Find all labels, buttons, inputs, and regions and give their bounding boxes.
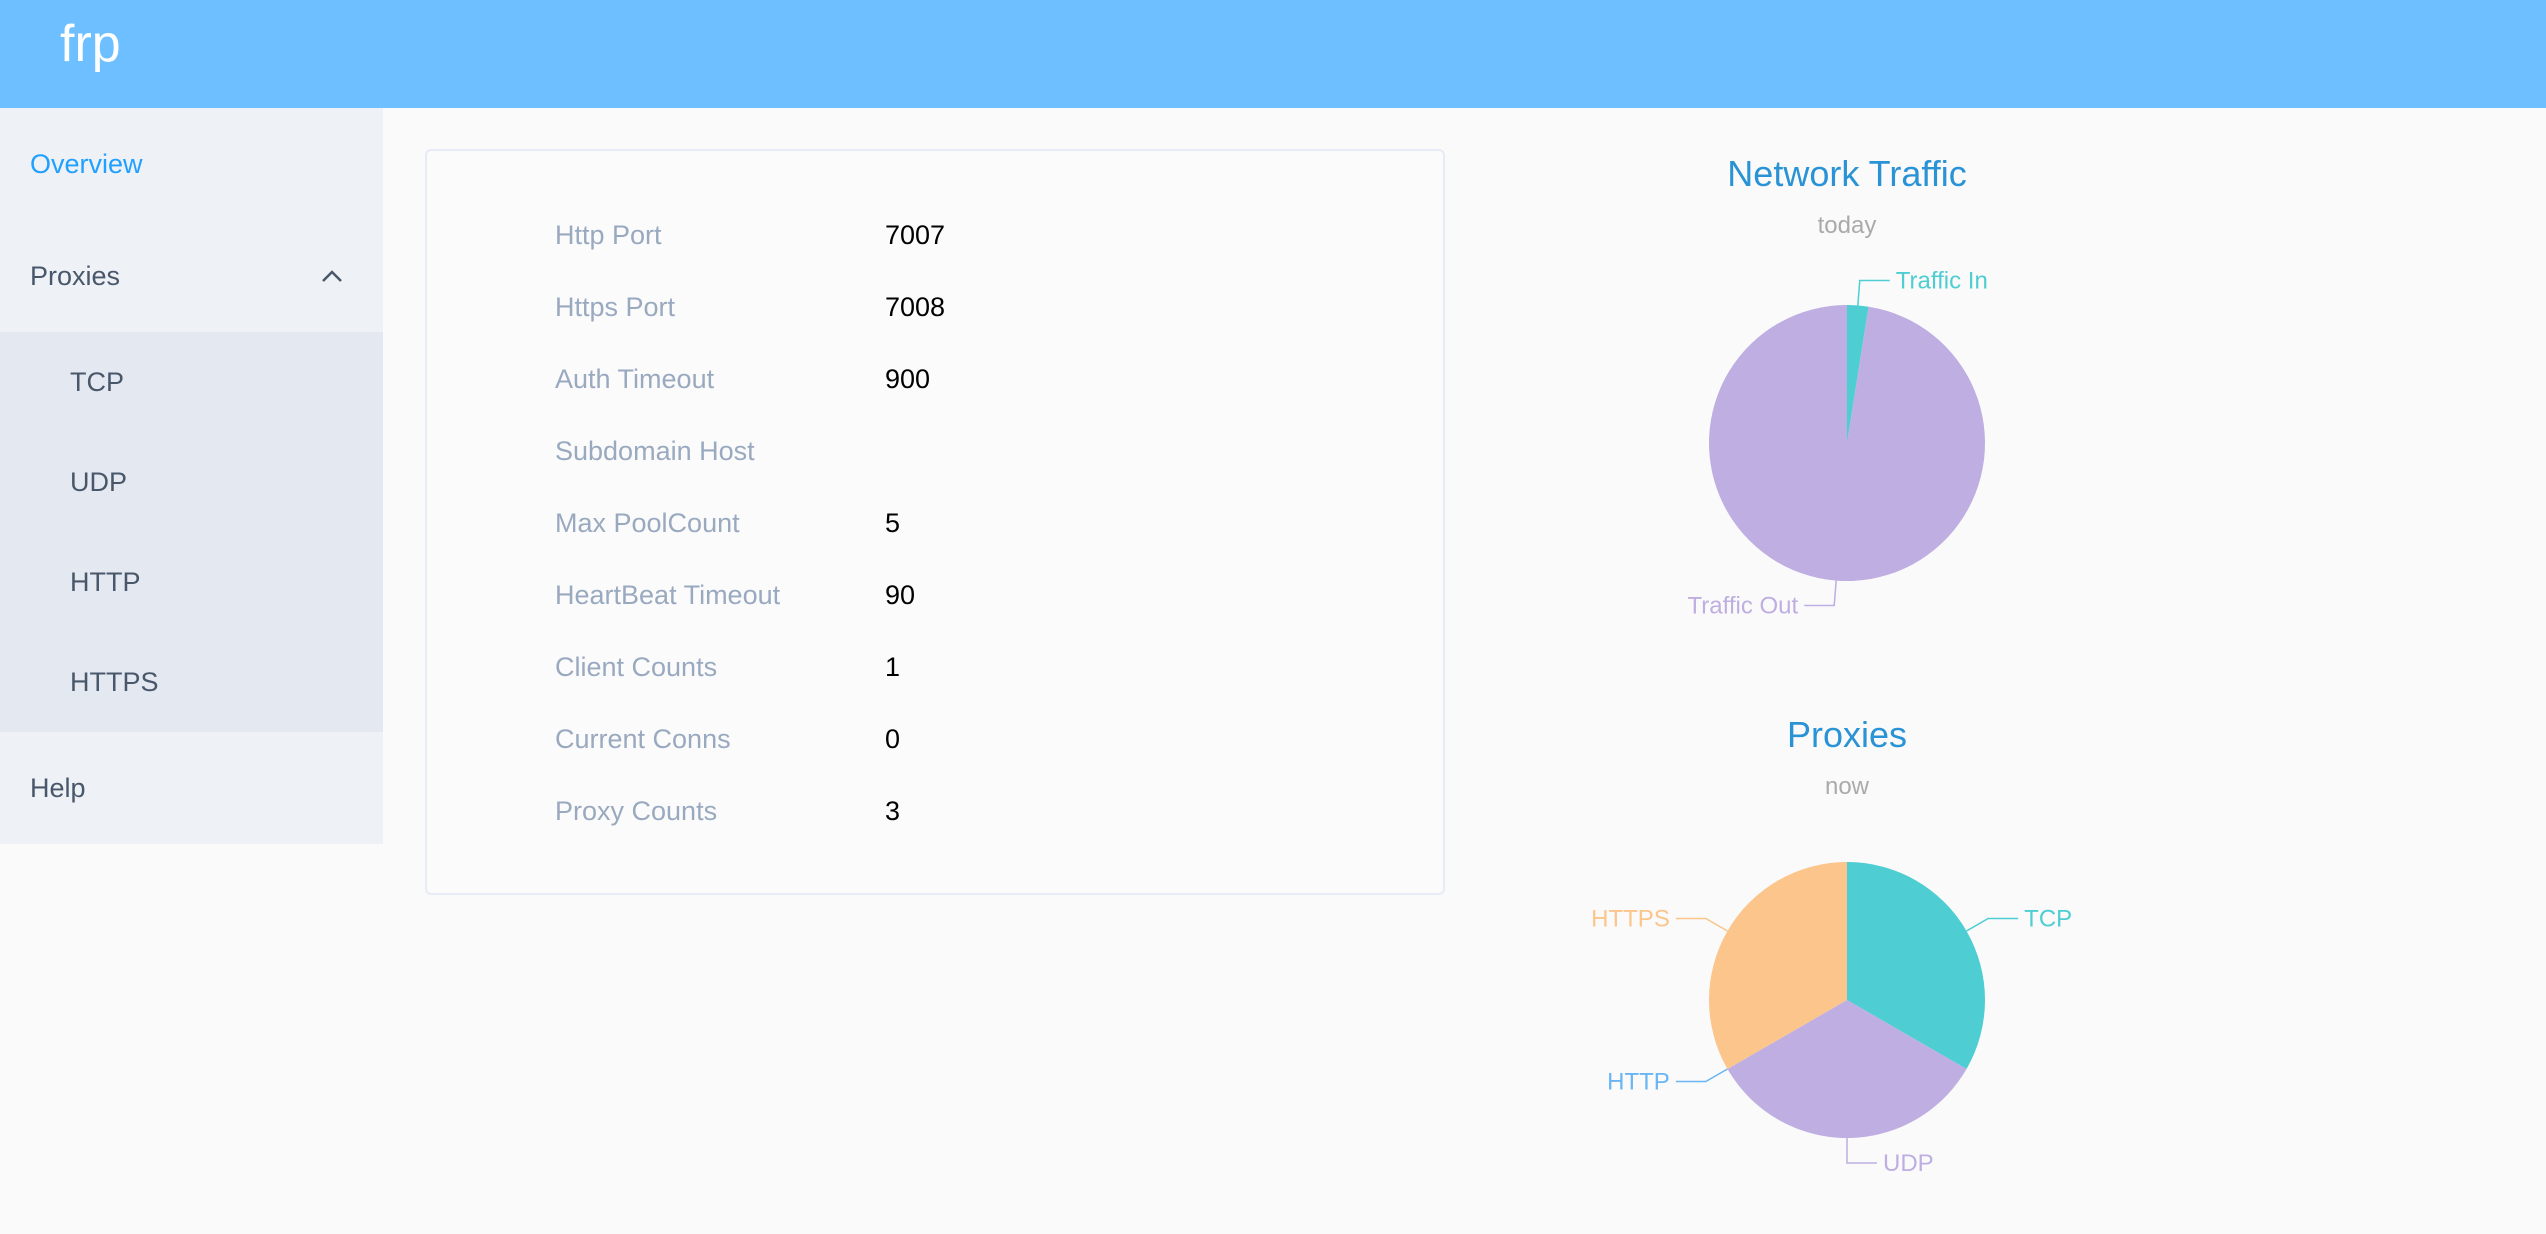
sidebar-item-help[interactable]: Help: [30, 772, 86, 803]
pie-slice-https[interactable]: [1709, 861, 1847, 1069]
proxies-submenu: TCP UDP HTTP HTTPS: [0, 332, 383, 732]
chart-title: Network Traffic: [1727, 153, 1966, 194]
pie-slice-tcp[interactable]: [1847, 861, 1985, 1069]
sidebar-item-http[interactable]: HTTP: [70, 566, 141, 597]
label-line: [1857, 279, 1890, 306]
app-logo[interactable]: frp: [60, 15, 121, 73]
info-row: Https Port 7008: [555, 287, 945, 327]
top-header: frp: [0, 0, 2546, 108]
sidebar-item-tcp[interactable]: TCP: [70, 366, 124, 397]
info-label: Https Port: [555, 291, 676, 322]
info-row: Max PoolCount 5: [555, 503, 900, 543]
info-row: Current Conns 0: [555, 719, 900, 759]
chart-title: Proxies: [1787, 714, 1907, 755]
sidebar-item-label: Proxies: [30, 260, 121, 291]
info-value: 7007: [885, 219, 946, 250]
info-label: Client Counts: [555, 651, 718, 682]
slice-label: HTTPS: [1591, 906, 1670, 933]
info-label: Subdomain Host: [555, 435, 755, 466]
info-label: Http Port: [555, 219, 662, 250]
pie-chart-1: Proxies now TCP UDP HTTP HTTPS: [1591, 714, 2072, 1177]
info-value: 1: [885, 651, 901, 682]
info-row: Http Port 7007: [555, 215, 945, 255]
info-row: HeartBeat Timeout 90: [555, 575, 915, 615]
info-label: Current Conns: [555, 723, 731, 754]
sidebar-item-https[interactable]: HTTPS: [70, 666, 159, 697]
sidebar-item-udp[interactable]: UDP: [70, 466, 128, 497]
label-line: [1846, 1138, 1877, 1164]
slice-label: HTTP: [1607, 1069, 1670, 1096]
chevron-up-icon: [322, 270, 342, 282]
slice-label: UDP: [1883, 1150, 1934, 1177]
info-label: Auth Timeout: [555, 363, 715, 394]
info-row: Auth Timeout 900: [555, 359, 930, 399]
info-value: 900: [885, 363, 931, 394]
info-value: 7008: [885, 291, 946, 322]
slice-label: Traffic Out: [1688, 592, 1799, 619]
sidebar: Overview Proxies TCP UDP HTTP HTTPS Help: [0, 108, 383, 844]
pie-slice-traffic-out[interactable]: [1709, 305, 1985, 581]
sidebar-item-proxies[interactable]: Proxies: [0, 220, 383, 332]
info-value: 3: [885, 795, 901, 826]
info-value: 5: [885, 507, 901, 538]
info-value: 90: [885, 579, 916, 610]
info-label: Max PoolCount: [555, 507, 740, 538]
slice-label: TCP: [2024, 906, 2072, 933]
pie-slice-udp[interactable]: [1727, 1000, 1967, 1138]
info-label: HeartBeat Timeout: [555, 579, 781, 610]
label-line: [1966, 917, 2019, 932]
chart-subtitle: today: [1818, 212, 1877, 239]
info-label: Proxy Counts: [555, 795, 718, 826]
label-line: [1804, 580, 1837, 607]
slice-label: Traffic In: [1896, 268, 1988, 295]
label-line: [1675, 917, 1728, 932]
pie-slice-traffic-in[interactable]: [1847, 305, 1869, 443]
info-value: 0: [885, 723, 901, 754]
info-row: Subdomain Host: [555, 431, 885, 471]
sidebar-item-overview[interactable]: Overview: [30, 148, 143, 179]
pie-chart-0: Network Traffic today Traffic In Traffic Ou…: [1688, 153, 1988, 619]
server-info-card: Http Port 7007 Https Port 7008 Auth Timeout 9…: [425, 149, 1445, 895]
info-row: Proxy Counts 3: [555, 791, 900, 831]
chart-subtitle: now: [1825, 773, 1870, 800]
label-line: [1675, 1068, 1728, 1083]
info-row: Client Counts 1: [555, 647, 900, 687]
charts-area: Network Traffic today Traffic In Traffic Ou…: [1591, 153, 2072, 1177]
